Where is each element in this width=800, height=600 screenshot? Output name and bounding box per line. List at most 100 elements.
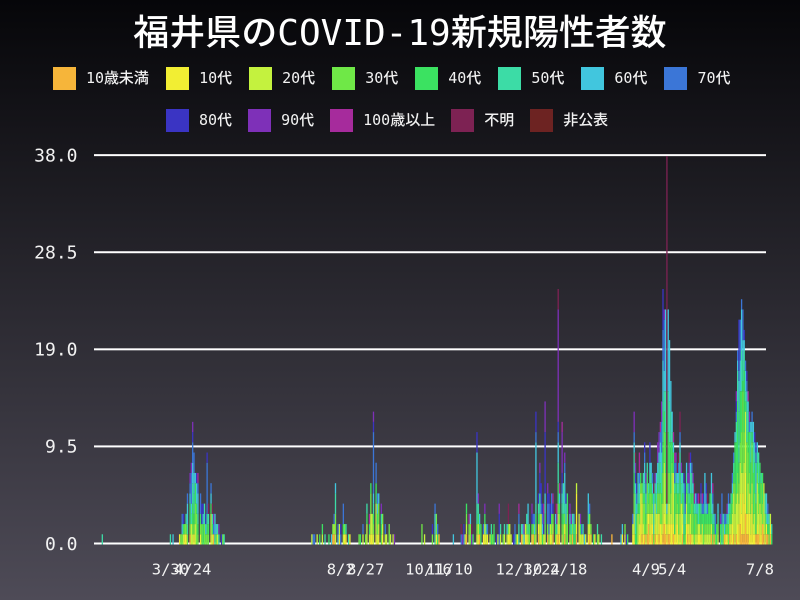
- bar-segment: [730, 534, 732, 545]
- bar-segment: [587, 493, 589, 514]
- bar-segment: [750, 462, 752, 494]
- bar-segment: [767, 524, 769, 535]
- x-tick-label-3/30: 3/30: [152, 561, 189, 579]
- bar-segment: [544, 503, 546, 514]
- bar-segment: [626, 534, 629, 545]
- bar-segment: [376, 503, 379, 514]
- bar-segment: [744, 370, 747, 392]
- bar-segment: [634, 472, 637, 484]
- bar-segment: [338, 524, 341, 535]
- bar-segment: [370, 513, 372, 535]
- legend-swatch-6: [581, 67, 605, 90]
- bar-segment: [340, 534, 342, 545]
- bar-segment: [642, 503, 644, 525]
- bar-segment: [499, 534, 502, 545]
- bar-segment: [714, 513, 717, 535]
- bar-segment: [675, 462, 677, 473]
- bar-segment: [709, 524, 711, 535]
- bar-segment: [190, 524, 193, 545]
- bar-segment: [333, 524, 335, 535]
- bar-segment: [735, 442, 738, 494]
- bar-segment: [700, 483, 702, 494]
- bar-segment: [737, 360, 739, 371]
- bar-segment: [760, 483, 762, 514]
- bar-segment: [739, 442, 741, 463]
- bar-segment: [642, 493, 644, 504]
- bar-segment: [751, 442, 753, 484]
- bar-segment: [194, 483, 196, 504]
- legend-label-1: 10代: [199, 69, 233, 87]
- bar-segment: [727, 534, 730, 545]
- bar-segment: [189, 472, 191, 484]
- bar-segment: [641, 493, 643, 504]
- bar-segment: [640, 472, 642, 484]
- bar-segment: [671, 472, 673, 525]
- bar-segment: [754, 493, 756, 514]
- legend-label-2: 20代: [282, 69, 316, 87]
- legend-label-3: 30代: [365, 69, 399, 87]
- bar-segment: [731, 513, 734, 525]
- bar-segment: [633, 432, 635, 443]
- bar-segment: [693, 483, 696, 494]
- x-tick-label-4/9: 4/9: [632, 561, 660, 579]
- bar-segment: [771, 524, 773, 535]
- bar-segment: [747, 513, 749, 535]
- bar-segment: [675, 472, 677, 484]
- bar-segment: [726, 503, 728, 514]
- bar-segment: [211, 524, 214, 535]
- bar-segment: [767, 503, 769, 514]
- bar-segment: [649, 483, 651, 494]
- bar-segment: [704, 472, 706, 504]
- bar-segment: [661, 524, 663, 535]
- bar-segment: [663, 432, 665, 463]
- bar-segment: [751, 432, 753, 443]
- bar-segment: [544, 534, 546, 545]
- bar-segment: [713, 524, 715, 535]
- bar-segment: [368, 534, 371, 545]
- bar-segment: [575, 493, 578, 535]
- bar-segment: [533, 513, 536, 525]
- bar-segment: [345, 524, 347, 535]
- bar-segment: [691, 493, 693, 504]
- bar-segment: [757, 493, 760, 514]
- bar-segment: [687, 493, 689, 514]
- bar-segment: [634, 534, 637, 545]
- bar-segment: [516, 534, 519, 545]
- bar-segment: [679, 411, 681, 433]
- bar-segment: [747, 432, 749, 453]
- bar-segment: [649, 442, 651, 463]
- bar-segment: [468, 534, 470, 545]
- bar-segment: [181, 524, 183, 535]
- bar-segment: [566, 513, 569, 545]
- bar-segment: [696, 524, 698, 535]
- bar-segment: [588, 524, 591, 535]
- bar-segment: [564, 472, 566, 504]
- bar-segment: [685, 503, 688, 525]
- bar-segment: [702, 503, 705, 514]
- bar-segment: [541, 503, 544, 514]
- bar-segment: [532, 513, 534, 525]
- bar-segment: [207, 513, 210, 525]
- bar-segment: [569, 534, 571, 545]
- bar-segment: [362, 534, 364, 545]
- bar-segment: [662, 329, 664, 361]
- bar-segment: [510, 534, 512, 545]
- legend-label-4: 40代: [448, 69, 482, 87]
- bar-segment: [742, 534, 744, 545]
- bar-segment: [646, 462, 648, 473]
- bar-segment: [725, 513, 727, 525]
- bar-segment: [685, 472, 688, 484]
- bar-segment: [733, 534, 735, 545]
- bar-segment: [738, 524, 740, 545]
- bar-segment: [638, 534, 641, 545]
- x-tick-label-12/30: 12/30: [496, 561, 543, 579]
- bar-segment: [393, 534, 396, 545]
- bar-segment: [571, 524, 574, 535]
- bar-segment: [366, 513, 368, 525]
- bar-segment: [687, 472, 689, 484]
- bar-segment: [706, 513, 709, 525]
- bar-segment: [380, 503, 382, 514]
- bar-segment: [747, 401, 749, 412]
- bar-segment: [431, 524, 434, 535]
- bar-segment: [739, 493, 741, 525]
